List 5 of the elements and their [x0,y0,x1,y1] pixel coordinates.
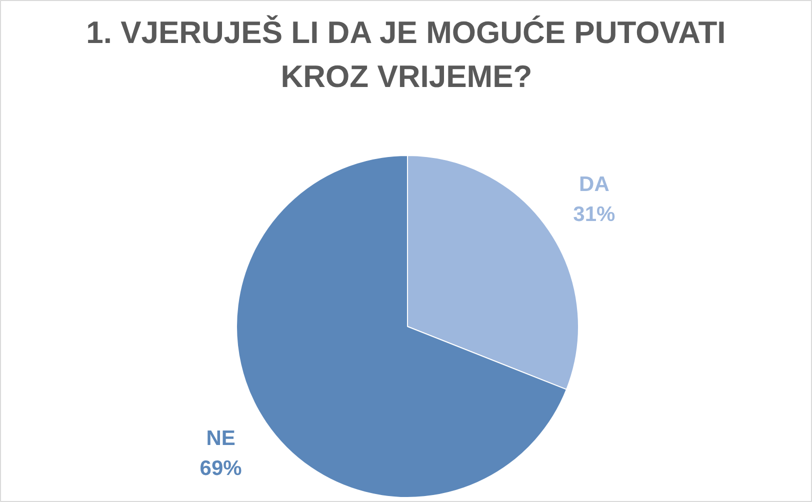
slice-label: NE [206,426,236,450]
data-label: 31% [573,203,616,226]
slice-label: DA [579,173,610,196]
data-label: 69% [200,456,242,480]
chart-title: 1. VJERUJEŠ LI DA JE MOGUĆE PUTOVATI KROZ VRIJEME? [86,15,726,94]
